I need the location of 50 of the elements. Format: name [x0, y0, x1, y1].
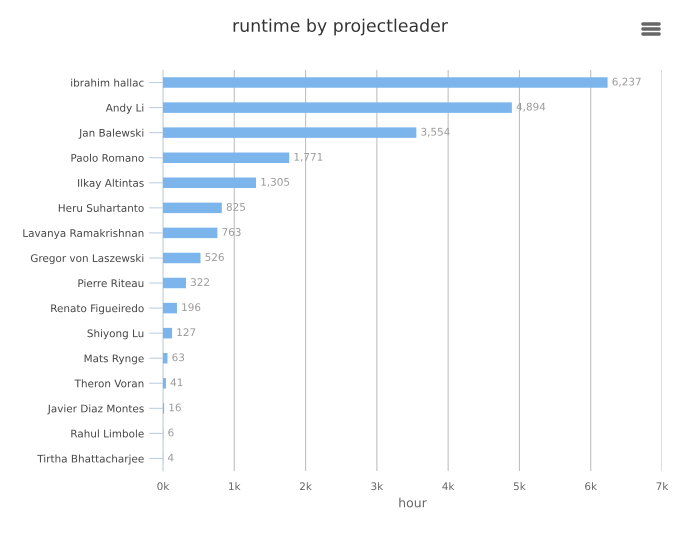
y-tick-label: Heru Suhartanto [58, 204, 144, 212]
bar [163, 77, 608, 88]
data-label: 127 [177, 328, 196, 336]
y-tick-label: Ilkay Altintas [78, 178, 144, 189]
data-label: 322 [190, 278, 209, 286]
chart-title: runtime by projectleader [234, 18, 448, 36]
bar [163, 302, 177, 314]
y-tick-label: Gregor von Laszewski [30, 254, 144, 264]
bar [163, 328, 172, 338]
y-tick-label: Pierre Riteau [78, 279, 144, 288]
data-label: 4 [168, 454, 174, 462]
data-label: 41 [170, 378, 182, 386]
y-tick-label: Shiyong Lu [88, 329, 144, 340]
y-tick-label: Theron Voran [74, 379, 144, 388]
data-label: 1,305 [261, 178, 290, 187]
data-label: 6,237 [612, 78, 641, 87]
data-label: 526 [205, 253, 224, 261]
x-tick-label: 1k [229, 482, 241, 490]
bar [163, 152, 290, 163]
y-tick-label: Jan Balewski [78, 128, 144, 139]
x-tick-label: 0k [157, 482, 170, 490]
data-label: 16 [169, 403, 181, 412]
bar [163, 228, 218, 238]
data-label: 63 [172, 353, 184, 362]
data-label: 6 [168, 428, 174, 436]
x-tick-label: 6k [585, 482, 598, 490]
y-tick-label: ibrahim hallac [71, 78, 144, 87]
x-axis-title: hour [399, 498, 427, 508]
y-tick-label: Rahul Limbole [71, 429, 144, 438]
x-tick-label: 7k [656, 482, 668, 490]
data-label: 196 [182, 303, 200, 312]
y-tick-label: Lavanya Ramakrishnan [23, 228, 144, 240]
x-tick-label: 3k [371, 482, 384, 490]
y-tick-label: Mats Rynge [84, 354, 144, 364]
bar [163, 202, 222, 214]
x-tick-label: 2k [300, 482, 312, 490]
bar [163, 178, 256, 188]
bar [163, 378, 166, 389]
y-tick-label: Paolo Romano [71, 154, 144, 162]
bar [163, 127, 416, 138]
bar [163, 102, 512, 113]
bar [163, 352, 168, 364]
y-tick-label: Renato Figueiredo [51, 304, 144, 314]
bar [163, 278, 186, 288]
y-tick-label: Andy Li [106, 104, 144, 114]
x-tick-label: 4k [442, 482, 454, 490]
y-tick-label: Javier Diaz Montes [47, 404, 144, 414]
x-tick-label: 5k [514, 482, 526, 490]
y-tick-label: Tirtha Bhattacharjee [37, 454, 144, 465]
bar [163, 252, 200, 264]
